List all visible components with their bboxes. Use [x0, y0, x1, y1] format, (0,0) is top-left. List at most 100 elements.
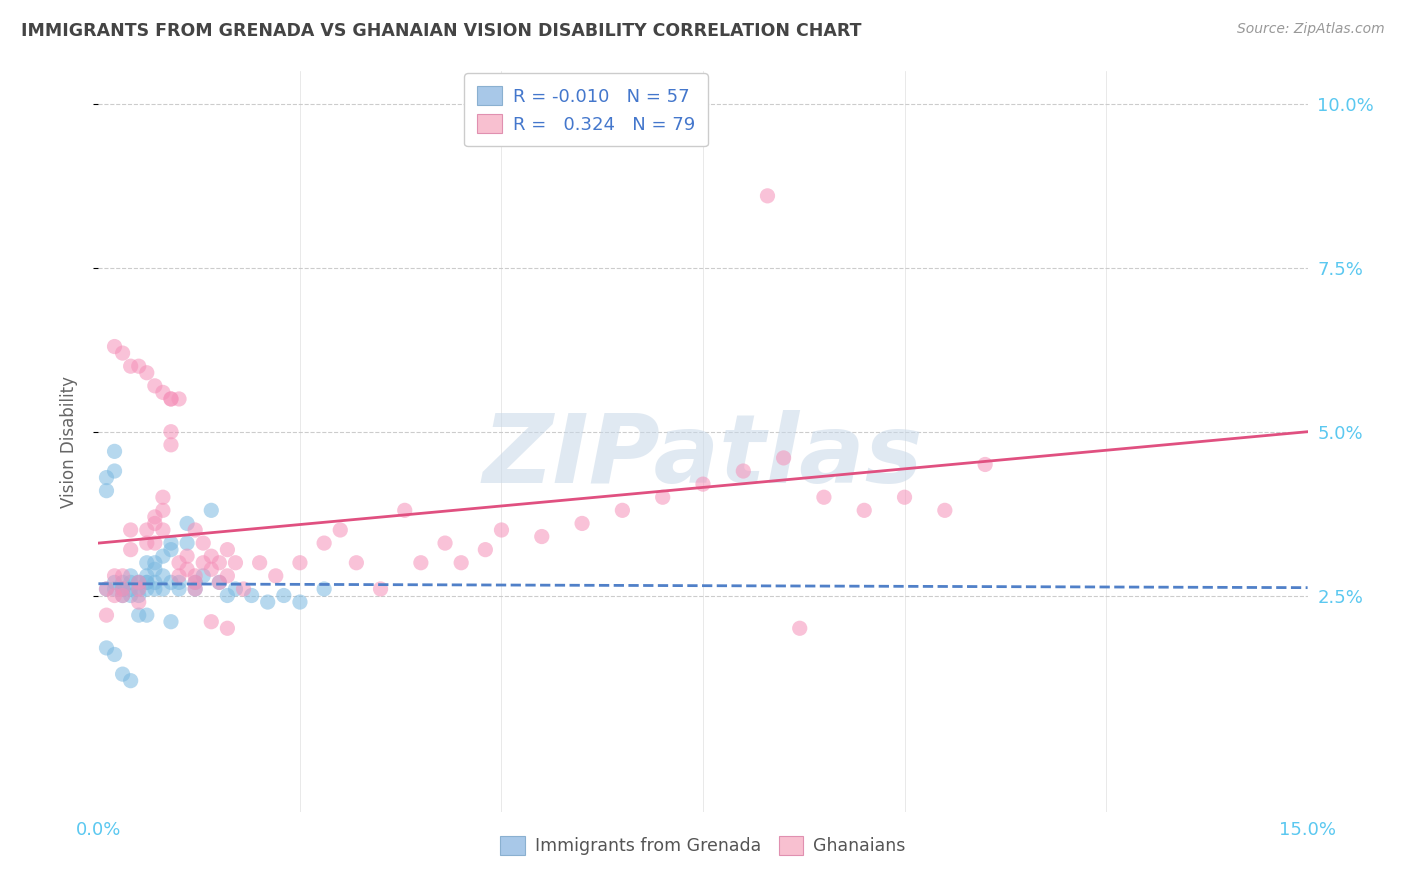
- Point: [612, 503, 634, 517]
- Point: [128, 359, 150, 374]
- Y-axis label: Vision Disability: Vision Disability: [59, 376, 77, 508]
- Point: [200, 549, 222, 564]
- Point: [184, 575, 207, 590]
- Point: [111, 582, 134, 596]
- Point: [288, 595, 311, 609]
- Text: Source: ZipAtlas.com: Source: ZipAtlas.com: [1237, 22, 1385, 37]
- Point: [167, 556, 190, 570]
- Point: [167, 582, 190, 596]
- Point: [120, 589, 142, 603]
- Point: [184, 523, 207, 537]
- Point: [135, 608, 157, 623]
- Point: [128, 582, 150, 596]
- Point: [240, 589, 263, 603]
- Point: [314, 536, 336, 550]
- Point: [120, 582, 142, 596]
- Point: [103, 339, 125, 353]
- Point: [111, 569, 134, 583]
- Point: [103, 569, 125, 583]
- Text: ZIPatlas: ZIPatlas: [482, 409, 924, 503]
- Point: [103, 582, 125, 596]
- Point: [208, 556, 231, 570]
- Point: [111, 346, 134, 360]
- Point: [217, 542, 239, 557]
- Point: [474, 542, 496, 557]
- Point: [128, 589, 150, 603]
- Point: [217, 589, 239, 603]
- Point: [103, 464, 125, 478]
- Point: [120, 359, 142, 374]
- Point: [103, 575, 125, 590]
- Point: [135, 536, 157, 550]
- Point: [111, 582, 134, 596]
- Point: [208, 575, 231, 590]
- Point: [160, 392, 183, 406]
- Point: [111, 589, 134, 603]
- Point: [200, 503, 222, 517]
- Point: [152, 569, 174, 583]
- Point: [135, 575, 157, 590]
- Point: [128, 575, 150, 590]
- Point: [143, 509, 166, 524]
- Point: [450, 556, 472, 570]
- Point: [160, 536, 183, 550]
- Point: [232, 582, 254, 596]
- Point: [184, 569, 207, 583]
- Point: [96, 582, 118, 596]
- Point: [128, 582, 150, 596]
- Point: [152, 503, 174, 517]
- Point: [128, 608, 150, 623]
- Point: [111, 589, 134, 603]
- Point: [96, 640, 118, 655]
- Point: [329, 523, 352, 537]
- Point: [409, 556, 432, 570]
- Point: [160, 542, 183, 557]
- Point: [370, 582, 392, 596]
- Point: [434, 536, 457, 550]
- Point: [120, 523, 142, 537]
- Point: [893, 490, 915, 504]
- Point: [120, 673, 142, 688]
- Point: [772, 450, 794, 465]
- Legend: Immigrants from Grenada, Ghanaians: Immigrants from Grenada, Ghanaians: [494, 829, 912, 863]
- Point: [288, 556, 311, 570]
- Point: [135, 575, 157, 590]
- Point: [184, 582, 207, 596]
- Point: [193, 556, 215, 570]
- Point: [208, 575, 231, 590]
- Point: [135, 556, 157, 570]
- Point: [120, 575, 142, 590]
- Point: [135, 366, 157, 380]
- Point: [184, 575, 207, 590]
- Point: [120, 542, 142, 557]
- Point: [143, 536, 166, 550]
- Point: [224, 556, 246, 570]
- Point: [264, 569, 287, 583]
- Point: [167, 575, 190, 590]
- Point: [200, 615, 222, 629]
- Point: [120, 569, 142, 583]
- Point: [193, 569, 215, 583]
- Point: [111, 667, 134, 681]
- Point: [135, 569, 157, 583]
- Point: [143, 379, 166, 393]
- Point: [491, 523, 513, 537]
- Point: [314, 582, 336, 596]
- Point: [200, 562, 222, 576]
- Point: [651, 490, 673, 504]
- Point: [160, 575, 183, 590]
- Point: [128, 575, 150, 590]
- Point: [135, 523, 157, 537]
- Point: [974, 458, 997, 472]
- Point: [152, 385, 174, 400]
- Point: [128, 575, 150, 590]
- Point: [530, 530, 553, 544]
- Point: [193, 536, 215, 550]
- Point: [103, 444, 125, 458]
- Point: [789, 621, 811, 635]
- Point: [143, 582, 166, 596]
- Point: [111, 575, 134, 590]
- Point: [224, 582, 246, 596]
- Point: [160, 615, 183, 629]
- Point: [217, 621, 239, 635]
